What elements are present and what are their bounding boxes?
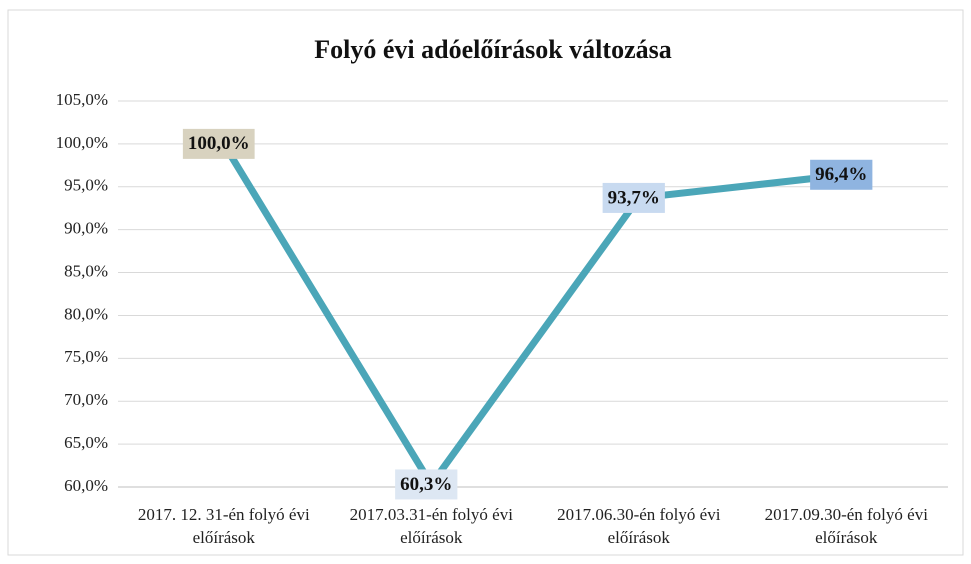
y-tick-label: 75,0% [64,347,108,366]
data-label-group: 96,4% [810,159,873,190]
y-tick-label: 95,0% [64,176,108,195]
y-tick-label: 105,0% [56,90,108,109]
x-tick-label: 2017.06.30-én folyó évi előírások [557,505,721,547]
data-line [220,142,847,488]
y-tick-label: 90,0% [64,219,108,238]
y-tick-label: 85,0% [64,261,108,280]
y-tick-label: 100,0% [56,133,108,152]
x-tick-label: 2017. 12. 31-én folyó évi előírások [137,505,310,547]
data-label: 96,4% [815,164,867,185]
data-label: 93,7% [608,187,660,208]
data-label-box [602,182,665,213]
x-tick-label: 2017.09.30-én folyó évi előírások [764,505,928,547]
y-tick-label: 60,0% [64,476,108,495]
data-label-box [395,469,458,500]
data-label: 60,3% [400,474,452,495]
chart-title: Folyó évi adóelőírások változása [314,35,671,64]
data-label-group: 93,7% [602,182,665,213]
y-tick-label: 70,0% [64,390,108,409]
y-tick-label: 80,0% [64,304,108,323]
data-label-group: 100,0% [182,128,255,159]
data-label-box [810,159,873,190]
data-label: 100,0% [188,133,250,154]
x-tick-label: 2017.03.31-én folyó évi előírások [349,505,513,547]
data-label-box [182,128,255,159]
data-label-group: 60,3% [395,469,458,500]
chart-border [7,9,964,556]
y-tick-label: 65,0% [64,433,108,452]
